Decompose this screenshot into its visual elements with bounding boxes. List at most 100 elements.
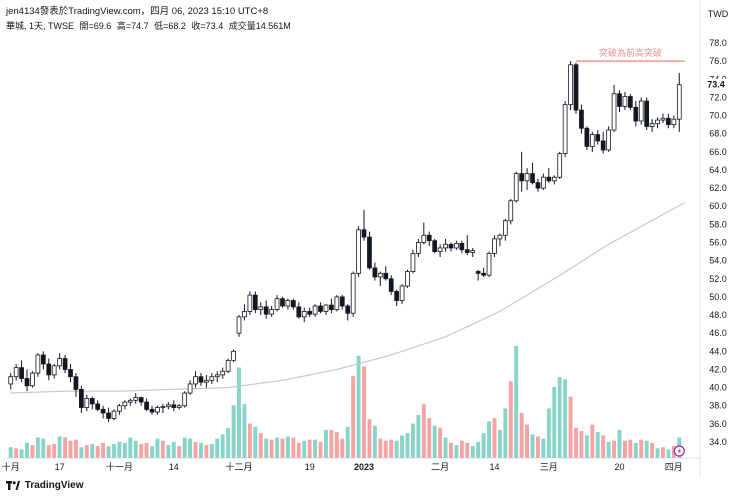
volume-bar: [639, 439, 644, 458]
candle-body: [416, 242, 421, 254]
candle-body: [410, 252, 416, 272]
candle-body: [209, 376, 215, 381]
candle-body: [660, 117, 666, 121]
price-tick-label: 72.0: [709, 92, 727, 102]
candle-body: [497, 234, 503, 240]
candle-body: [127, 399, 133, 403]
volume-bar: [568, 396, 573, 458]
volume-bar: [302, 440, 307, 458]
volume-bar: [459, 440, 464, 458]
volume-bar: [443, 437, 448, 458]
volume-bar: [188, 438, 193, 458]
symbol-label[interactable]: 華城, 1天, TWSE: [6, 21, 75, 31]
volume-bar: [8, 447, 13, 458]
time-tick-label: 十一月: [106, 461, 133, 472]
volume-bar: [133, 440, 138, 458]
candle-body: [432, 240, 438, 252]
price-tick-label: 42.0: [709, 365, 727, 375]
volume-bar: [503, 408, 508, 458]
volume-bar: [275, 437, 280, 458]
volume-bar: [264, 438, 269, 458]
candle-body: [79, 388, 84, 408]
candle-body: [595, 134, 601, 142]
price-tick-label: 70.0: [709, 111, 727, 121]
candle-body: [584, 127, 590, 147]
price-tick-label: 48.0: [709, 310, 727, 320]
volume-bar: [35, 437, 40, 458]
volume-bar: [606, 441, 611, 458]
volume-bar: [307, 439, 312, 458]
volume-bar: [155, 438, 160, 458]
open-value: 開=69.6: [79, 21, 112, 31]
price-tick-label: 54.0: [709, 256, 727, 266]
volume-bar: [199, 442, 203, 458]
candle-body: [524, 173, 530, 182]
volume-bar: [421, 404, 426, 458]
volume-bar: [514, 346, 519, 458]
volume-bar: [557, 377, 562, 458]
volume-bar: [231, 405, 236, 458]
candle-body: [611, 93, 617, 131]
volume-bar: [340, 438, 345, 458]
volume-bar: [432, 425, 437, 458]
candle-body: [633, 106, 639, 122]
candle-body: [13, 367, 19, 378]
volume-bar: [204, 445, 209, 458]
volume-bar: [46, 445, 51, 458]
volume-bar: [650, 442, 655, 458]
candle-body: [296, 306, 302, 318]
candle-body: [541, 176, 546, 189]
candle-body: [57, 358, 62, 367]
volume-value: 成交量14.561M: [228, 21, 291, 31]
volume-bar: [508, 381, 513, 458]
high-value: 高=74.7: [116, 21, 149, 31]
volume-bar: [410, 423, 415, 458]
volume-bar: [394, 440, 399, 458]
volume-bar: [101, 442, 106, 458]
publisher-line: jen4134發表於TradingView.com，四月 06, 2023 15…: [6, 6, 269, 17]
candle-body: [329, 304, 334, 311]
time-tick-label: 17: [55, 462, 65, 472]
time-tick-label: 三月: [540, 462, 558, 472]
price-tick-label: 58.0: [709, 219, 727, 229]
candle-body: [454, 243, 459, 249]
candle-body: [443, 243, 448, 249]
candle-body: [388, 278, 394, 292]
candle-body: [676, 84, 682, 120]
time-tick-label: 二月: [431, 462, 449, 472]
price-axis[interactable]: TWD78.076.074.072.070.068.066.064.062.06…: [702, 9, 736, 447]
candle-body: [100, 408, 106, 414]
candle-body: [481, 272, 486, 276]
candle-body: [62, 358, 68, 370]
volume-bar: [345, 426, 350, 458]
volume-bars: [8, 346, 682, 458]
tradingview-footer[interactable]: TradingView: [6, 480, 84, 491]
candle-body: [73, 376, 79, 390]
candle-body: [464, 249, 470, 253]
candle-body: [242, 311, 247, 318]
volume-bar: [552, 386, 557, 458]
price-tick-label: 56.0: [709, 238, 727, 248]
volume-bar: [79, 447, 84, 458]
volume-bar: [666, 449, 671, 458]
volume-bar: [122, 442, 127, 458]
time-axis[interactable]: 十月 17 十一月 14 十二月 19 2023 二月 14 三月 20 四月: [2, 445, 685, 472]
candle-body: [421, 234, 427, 243]
candle-body: [475, 271, 481, 274]
tradingview-logo-icon: [6, 480, 20, 490]
volume-bar: [530, 434, 535, 458]
candle-body: [628, 96, 633, 108]
volume-bar: [117, 441, 122, 458]
volume-bar: [14, 448, 19, 458]
time-tick-label: 十月: [2, 461, 20, 472]
ohlc-legend[interactable]: 華城, 1天, TWSE 開=69.6 高=74.7 低=68.2 收=73.4…: [6, 19, 294, 32]
candle-body: [198, 376, 204, 383]
price-tick-label: 68.0: [709, 129, 727, 139]
candle-body: [356, 229, 361, 274]
candle-body: [519, 173, 525, 182]
candle-body: [95, 403, 101, 410]
candle-body: [606, 129, 611, 151]
candle-body: [323, 304, 329, 312]
candle-body: [622, 96, 628, 107]
